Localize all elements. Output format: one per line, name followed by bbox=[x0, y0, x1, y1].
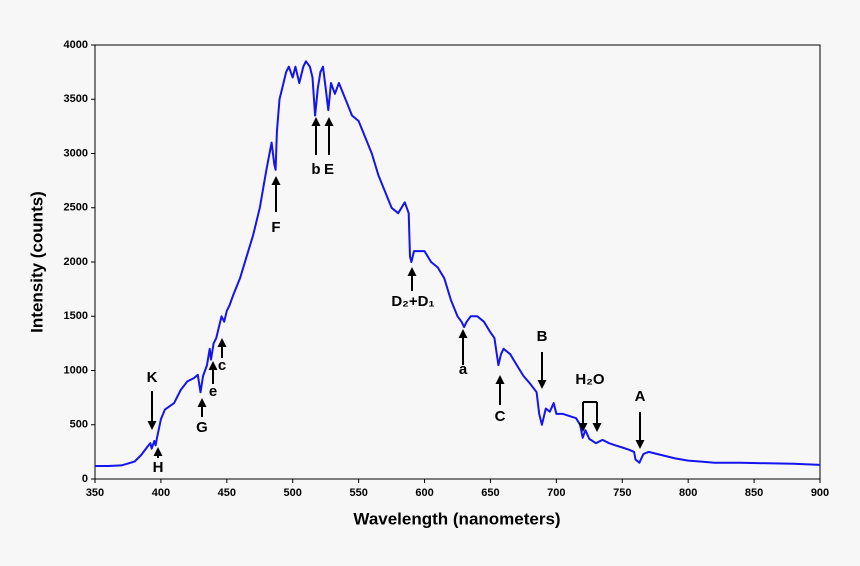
annotation-label: H bbox=[153, 459, 164, 476]
x-tick-label: 650 bbox=[481, 487, 499, 499]
y-tick-label: 1000 bbox=[64, 364, 88, 376]
annotation-label: a bbox=[459, 361, 468, 378]
y-tick-label: 500 bbox=[70, 419, 88, 431]
y-axis-label: Intensity (counts) bbox=[27, 191, 46, 333]
x-tick-label: 600 bbox=[415, 487, 433, 499]
annotation-arrowhead bbox=[407, 267, 417, 276]
x-tick-label: 550 bbox=[349, 487, 367, 499]
x-tick-label: 400 bbox=[152, 487, 170, 499]
annotation-arrowhead bbox=[592, 423, 602, 432]
annotation-arrowhead bbox=[311, 117, 321, 126]
plot-frame bbox=[94, 44, 821, 480]
annotation-label: c bbox=[218, 357, 226, 374]
annotation-arrowhead bbox=[271, 176, 281, 185]
annotation-arrowhead bbox=[324, 117, 334, 126]
annotation-label: e bbox=[209, 383, 217, 400]
annotation-label: B bbox=[537, 328, 548, 345]
annotation-arrowhead bbox=[635, 440, 645, 449]
y-tick-label: 3000 bbox=[64, 147, 88, 159]
annotation-arrowhead bbox=[153, 447, 163, 456]
annotation-label: A bbox=[635, 388, 646, 405]
annotation-label: F bbox=[271, 219, 280, 236]
x-tick-label: 500 bbox=[284, 487, 302, 499]
x-tick-label: 850 bbox=[745, 487, 763, 499]
annotation-label: K bbox=[147, 369, 158, 386]
y-tick-label: 0 bbox=[82, 473, 88, 485]
x-tick-label: 800 bbox=[679, 487, 697, 499]
annotation-arrowhead bbox=[578, 423, 588, 432]
annotation-label: C bbox=[495, 408, 506, 425]
annotation-label: E bbox=[324, 161, 334, 178]
x-tick-label: 450 bbox=[218, 487, 236, 499]
annotation-arrowhead bbox=[197, 398, 207, 407]
x-tick-label: 700 bbox=[547, 487, 565, 499]
annotation-arrowhead bbox=[217, 338, 227, 347]
annotation-label: H₂O bbox=[575, 371, 604, 388]
spectrum-line bbox=[95, 60, 821, 467]
annotation-arrowhead bbox=[458, 329, 468, 338]
x-axis-label: Wavelength (nanometers) bbox=[353, 509, 560, 528]
annotation-arrowhead bbox=[537, 380, 547, 389]
annotation-arrowhead bbox=[495, 375, 505, 384]
annotation-label: D₂+D₁ bbox=[391, 293, 434, 310]
annotation-arrowhead bbox=[208, 361, 218, 370]
annotation-label: G bbox=[196, 419, 208, 436]
y-tick-label: 2000 bbox=[64, 256, 88, 268]
y-tick-label: 4000 bbox=[64, 39, 88, 51]
annotation-arrowhead bbox=[147, 421, 157, 430]
x-tick-label: 750 bbox=[613, 487, 631, 499]
y-tick-label: 1500 bbox=[64, 310, 88, 322]
annotation-label: b bbox=[311, 161, 320, 178]
y-tick-label: 2500 bbox=[64, 202, 88, 214]
x-tick-label: 900 bbox=[811, 487, 829, 499]
y-tick-label: 3500 bbox=[64, 93, 88, 105]
x-tick-label: 350 bbox=[86, 487, 104, 499]
